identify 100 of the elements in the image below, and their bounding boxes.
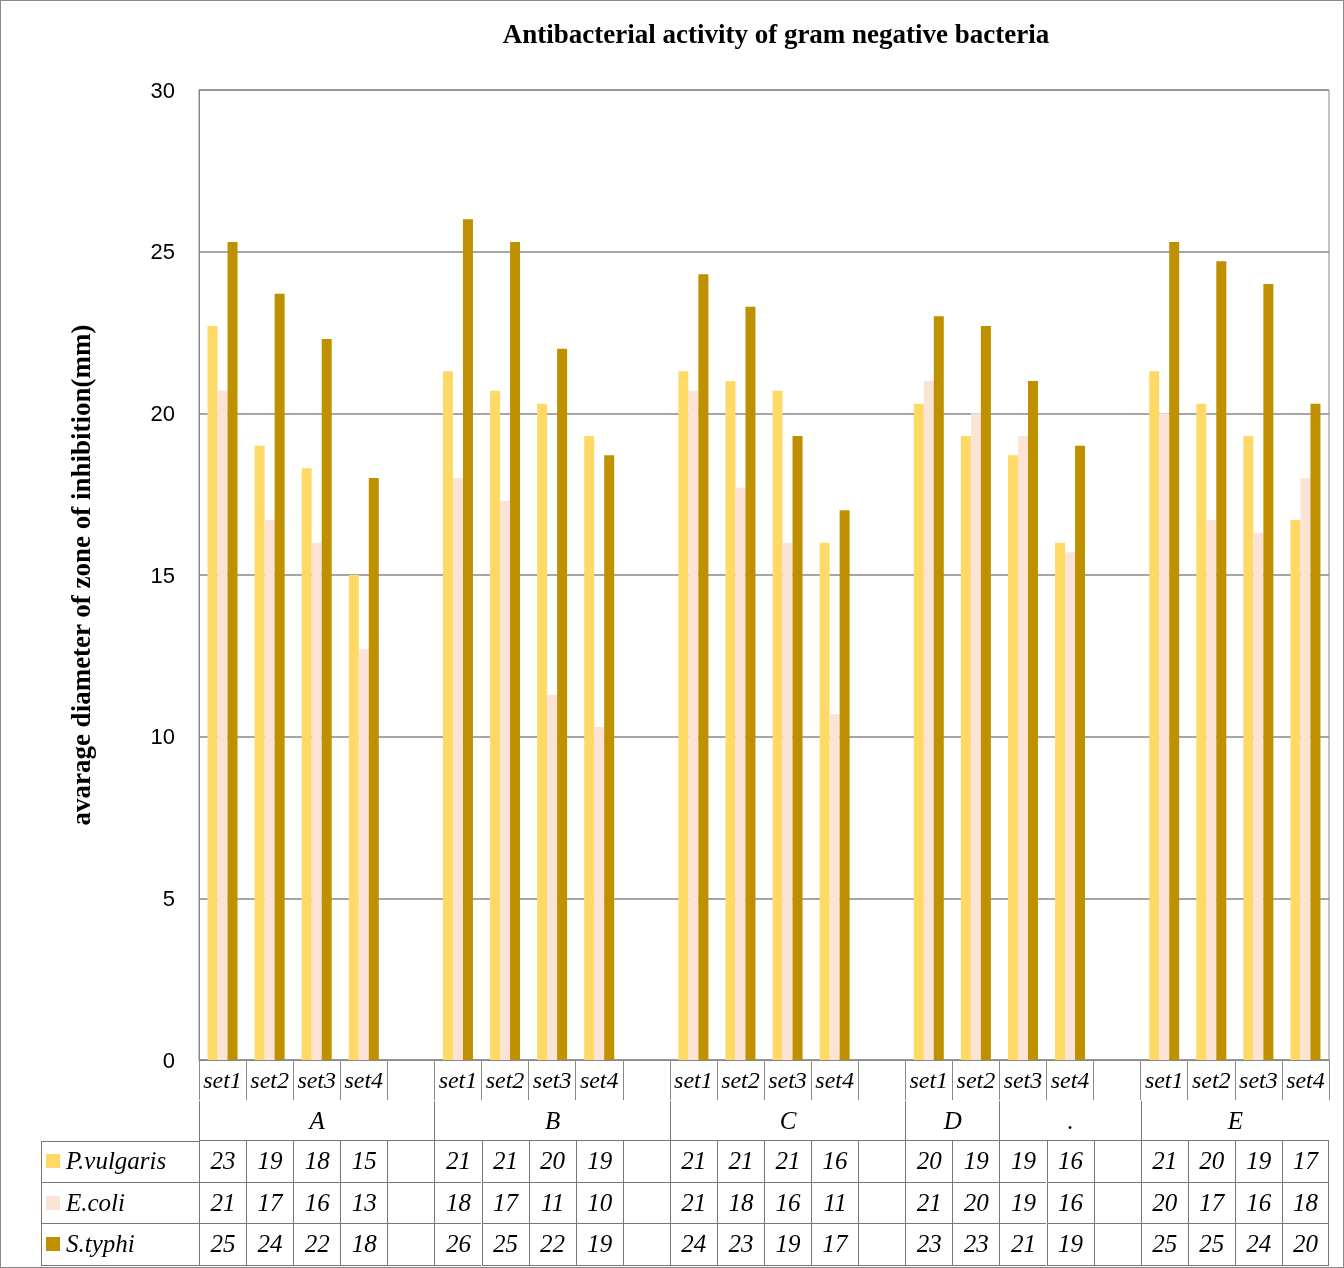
legend-label: S.typhi	[66, 1230, 135, 1259]
bar	[745, 306, 756, 1060]
bar	[321, 338, 332, 1060]
y-tick-label: 30	[150, 77, 175, 103]
data-label: 25	[199, 1224, 247, 1266]
y-tick-label: 0	[162, 1047, 175, 1073]
chart-title: Antibacterial activity of gram negative bacteria	[502, 18, 1050, 49]
bar	[913, 403, 924, 1060]
bar	[1206, 520, 1217, 1060]
bar	[274, 293, 285, 1060]
bar	[970, 413, 981, 1060]
data-label: 25	[481, 1224, 529, 1266]
data-label: 20	[528, 1141, 576, 1183]
data-label: 19	[575, 1141, 623, 1183]
data-label: 20	[1140, 1182, 1188, 1224]
data-label: 17	[1281, 1141, 1329, 1183]
bar	[557, 348, 568, 1060]
bar	[1243, 435, 1254, 1060]
data-label: 19	[575, 1224, 623, 1266]
x-tick-label: set2	[250, 1067, 289, 1093]
data-label: 26	[434, 1224, 482, 1266]
data-label: 17	[246, 1182, 294, 1224]
bar	[452, 478, 463, 1060]
x-tick-label: set4	[579, 1067, 619, 1093]
data-label: 23	[952, 1224, 1000, 1266]
data-label: 13	[340, 1182, 388, 1224]
data-label: 21	[669, 1141, 717, 1183]
bar	[698, 274, 709, 1060]
bar	[264, 520, 275, 1060]
data-label: 16	[1046, 1182, 1094, 1224]
bar	[358, 649, 369, 1060]
y-tick-label: 25	[150, 239, 175, 265]
bar	[301, 468, 312, 1060]
x-tick-label: set1	[203, 1067, 242, 1093]
bar	[839, 510, 850, 1060]
data-label: 17	[1187, 1182, 1235, 1224]
bar	[254, 445, 265, 1060]
data-label: 16	[293, 1182, 341, 1224]
x-tick-label: set1	[909, 1067, 949, 1093]
bar	[1216, 261, 1227, 1060]
data-label: 19	[246, 1141, 294, 1183]
data-label: 16	[1046, 1141, 1094, 1183]
bar	[819, 542, 830, 1060]
bar	[772, 390, 783, 1060]
bar	[960, 435, 971, 1060]
data-label: 23	[199, 1141, 247, 1183]
y-tick-label: 5	[162, 885, 175, 911]
data-label: 16	[811, 1141, 859, 1183]
bar	[227, 241, 238, 1060]
bar	[348, 575, 359, 1060]
bar	[537, 403, 548, 1060]
bar	[735, 487, 746, 1060]
data-label: 21	[434, 1141, 482, 1183]
x-tick-label: set1	[438, 1067, 478, 1093]
data-label: 18	[293, 1141, 341, 1183]
data-label: 19	[952, 1141, 1000, 1183]
bar	[594, 726, 605, 1060]
data-label: 20	[1281, 1224, 1329, 1266]
x-tick-label: set2	[1191, 1067, 1231, 1093]
legend-label: P.vulgaris	[66, 1147, 167, 1176]
bar	[490, 390, 501, 1060]
data-label: 21	[764, 1141, 812, 1183]
x-tick-label: set1	[674, 1067, 713, 1093]
bar	[584, 435, 595, 1060]
data-label: 24	[1234, 1224, 1282, 1266]
bar	[1149, 371, 1160, 1060]
data-label: 25	[1187, 1224, 1235, 1266]
bar	[792, 435, 803, 1060]
data-label: 19	[1046, 1224, 1094, 1266]
x-tick-label: set3	[297, 1067, 337, 1093]
bar	[207, 326, 218, 1060]
bar	[1007, 455, 1018, 1060]
x-tick-label: set3	[532, 1067, 572, 1093]
bar	[604, 455, 615, 1060]
data-label: 19	[999, 1141, 1047, 1183]
data-label: 10	[575, 1182, 623, 1224]
bar	[980, 326, 991, 1060]
data-label: 18	[434, 1182, 482, 1224]
data-label: 16	[1234, 1182, 1282, 1224]
text: D	[905, 1101, 1000, 1141]
data-label: 23	[716, 1224, 764, 1266]
bar	[462, 219, 473, 1060]
y-tick-label: 10	[150, 724, 175, 750]
x-tick-label: set3	[1003, 1067, 1043, 1093]
data-label: 17	[811, 1224, 859, 1266]
data-label: 20	[1187, 1141, 1235, 1183]
bar	[1263, 284, 1274, 1060]
bar	[923, 381, 934, 1060]
data-label: 25	[1140, 1224, 1188, 1266]
bar	[1310, 403, 1321, 1060]
bar	[678, 371, 689, 1060]
bar	[782, 542, 793, 1060]
data-label: 21	[481, 1141, 529, 1183]
legend-label: E.coli	[66, 1188, 126, 1217]
bar	[1169, 241, 1180, 1060]
data-label: 22	[293, 1224, 341, 1266]
x-tick-label: set3	[1239, 1067, 1278, 1093]
data-label: 21	[1140, 1141, 1188, 1183]
x-tick-label: set4	[1286, 1067, 1325, 1093]
bar	[1055, 542, 1066, 1060]
